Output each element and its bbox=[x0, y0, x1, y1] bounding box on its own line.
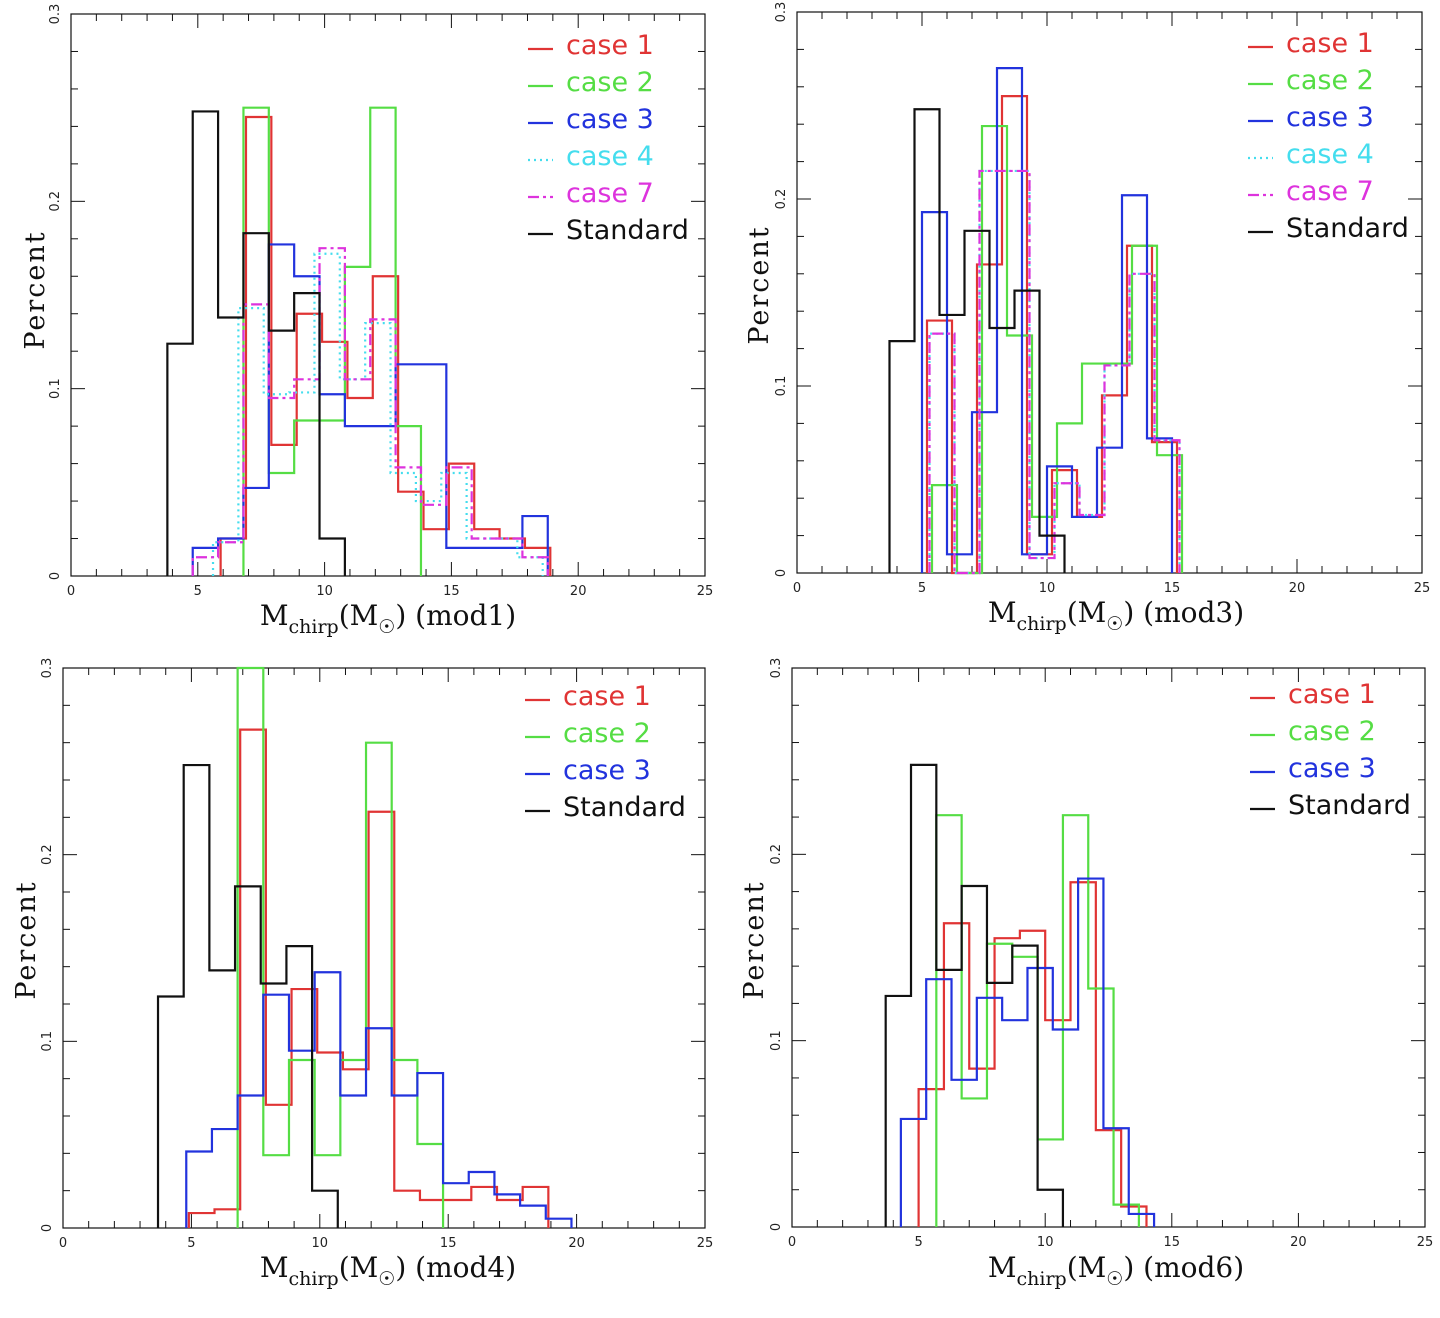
histogram-series-case-4 bbox=[211, 252, 544, 576]
y-tick-label: 0.2 bbox=[40, 844, 55, 865]
legend: case 1 case 2 case 3 Standard bbox=[1250, 679, 1411, 821]
legend-label: case 7 bbox=[566, 178, 654, 209]
x-tick-label: 15 bbox=[443, 584, 460, 599]
histogram-series-case-1 bbox=[917, 881, 1148, 1227]
x-tick-label: 10 bbox=[1039, 581, 1056, 596]
histogram-series-case-7 bbox=[191, 247, 549, 576]
y-tick-label: 0.1 bbox=[774, 376, 789, 397]
legend-label: case 2 bbox=[1288, 716, 1376, 747]
histogram-series-standard bbox=[888, 108, 1066, 573]
histogram-series-case-3 bbox=[899, 877, 1156, 1227]
histogram-series-case-2 bbox=[930, 124, 1184, 575]
legend-label: case 2 bbox=[563, 718, 651, 749]
y-axis-label: Percent bbox=[739, 880, 770, 999]
plot-frame bbox=[62, 667, 706, 1229]
legend-label: case 1 bbox=[1288, 679, 1376, 710]
legend-label: Standard bbox=[1288, 790, 1411, 821]
x-axis-label: Mchirp(M☉) (mod4) bbox=[260, 1251, 516, 1290]
x-tick-label: 5 bbox=[918, 581, 926, 596]
chart-panel-top-left: 0 5 10 15 20 25 0 0.1 0.2 0.3 Percent Mchirp(M☉) (m… bbox=[20, 4, 713, 638]
legend: case 1 case 2 case 3 case 4 case 7 Standard bbox=[1248, 28, 1409, 244]
x-tick-label: 10 bbox=[312, 1236, 329, 1251]
legend-label: case 4 bbox=[566, 141, 654, 172]
legend-label: case 1 bbox=[563, 681, 651, 712]
legend-label: Standard bbox=[566, 215, 689, 246]
x-tick-label: 5 bbox=[914, 1235, 922, 1250]
histogram-series-case-1 bbox=[187, 728, 550, 1228]
x-tick-label: 0 bbox=[67, 584, 75, 599]
y-tick-label: 0.3 bbox=[40, 658, 55, 679]
x-tick-label: 15 bbox=[1164, 1235, 1181, 1250]
x-tick-label: 20 bbox=[1289, 581, 1306, 596]
y-tick-label: 0.2 bbox=[774, 189, 789, 210]
legend-label: case 3 bbox=[563, 755, 651, 786]
histogram-series-case-2 bbox=[236, 666, 445, 1228]
x-tick-label: 20 bbox=[1290, 1235, 1307, 1250]
legend-label: case 7 bbox=[1286, 176, 1374, 207]
y-tick-label: 0.1 bbox=[48, 378, 63, 399]
legend-label: Standard bbox=[1286, 213, 1409, 244]
y-tick-label: 0.3 bbox=[769, 658, 784, 679]
y-tick-label: 0 bbox=[769, 1223, 784, 1231]
x-tick-label: 25 bbox=[697, 1236, 714, 1251]
y-tick-label: 0.1 bbox=[769, 1030, 784, 1051]
legend-label: case 3 bbox=[566, 104, 654, 135]
legend-label: Standard bbox=[563, 792, 686, 823]
histogram-series-standard bbox=[166, 110, 346, 576]
x-axis-label: Mchirp(M☉) (mod1) bbox=[260, 599, 516, 638]
x-tick-label: 15 bbox=[1164, 581, 1181, 596]
x-tick-label: 20 bbox=[568, 1236, 585, 1251]
histogram-series-case-1 bbox=[219, 115, 552, 576]
histogram-series-case-3 bbox=[185, 971, 573, 1228]
x-axis-label: Mchirp(M☉) (mod6) bbox=[988, 1251, 1244, 1290]
chart-panel-bottom-left: 0 5 10 15 20 25 0 0.1 0.2 0.3 Percent Mchirp(M☉) (m… bbox=[11, 658, 713, 1290]
y-axis-label: Percent bbox=[11, 880, 42, 999]
plot-frame bbox=[791, 667, 1426, 1228]
histogram-series-standard bbox=[156, 763, 339, 1228]
histogram-series-case-3 bbox=[920, 67, 1174, 573]
x-tick-label: 15 bbox=[440, 1236, 457, 1251]
y-axis-label: Percent bbox=[20, 230, 51, 349]
y-tick-label: 0 bbox=[40, 1224, 55, 1232]
x-tick-label: 25 bbox=[1414, 581, 1431, 596]
x-tick-label: 10 bbox=[316, 584, 333, 599]
legend-label: case 2 bbox=[566, 67, 654, 98]
x-tick-label: 5 bbox=[187, 1236, 195, 1251]
y-tick-label: 0 bbox=[48, 572, 63, 580]
histogram-series-standard bbox=[884, 763, 1065, 1227]
x-tick-label: 0 bbox=[59, 1236, 67, 1251]
plot-frame bbox=[70, 13, 706, 577]
plot-frame bbox=[796, 11, 1423, 574]
x-tick-label: 25 bbox=[1417, 1235, 1434, 1250]
x-axis-label: Mchirp(M☉) (mod3) bbox=[988, 596, 1244, 635]
legend-label: case 2 bbox=[1286, 65, 1374, 96]
chart-panel-bottom-right: 0 5 10 15 20 25 0 0.1 0.2 0.3 Percent Mchirp(M☉) (m… bbox=[739, 658, 1433, 1290]
legend-label: case 1 bbox=[566, 30, 654, 61]
x-tick-label: 5 bbox=[194, 584, 202, 599]
legend: case 1 case 2 case 3 case 4 case 7 Standard bbox=[528, 30, 689, 246]
y-tick-label: 0.3 bbox=[48, 4, 63, 25]
x-tick-label: 0 bbox=[788, 1235, 796, 1250]
legend-label: case 1 bbox=[1286, 28, 1374, 59]
y-tick-label: 0.2 bbox=[48, 191, 63, 212]
histogram-series-case-1 bbox=[925, 95, 1179, 575]
x-tick-label: 10 bbox=[1037, 1235, 1054, 1250]
legend: case 1 case 2 case 3 Standard bbox=[525, 681, 686, 823]
legend-label: case 4 bbox=[1286, 139, 1374, 170]
y-axis-label: Percent bbox=[744, 225, 775, 344]
x-tick-label: 25 bbox=[697, 584, 714, 599]
y-tick-label: 0.3 bbox=[774, 2, 789, 23]
legend-label: case 3 bbox=[1286, 102, 1374, 133]
y-tick-label: 0 bbox=[774, 569, 789, 577]
x-tick-label: 0 bbox=[793, 581, 801, 596]
chart-panel-top-right: 0 5 10 15 20 25 0 0.1 0.2 0.3 Percent Mchirp(M☉) (m… bbox=[744, 2, 1430, 635]
y-tick-label: 0.1 bbox=[40, 1031, 55, 1052]
legend-label: case 3 bbox=[1288, 753, 1376, 784]
x-tick-label: 20 bbox=[570, 584, 587, 599]
y-tick-label: 0.2 bbox=[769, 844, 784, 865]
histogram-series-case-7 bbox=[928, 169, 1181, 575]
